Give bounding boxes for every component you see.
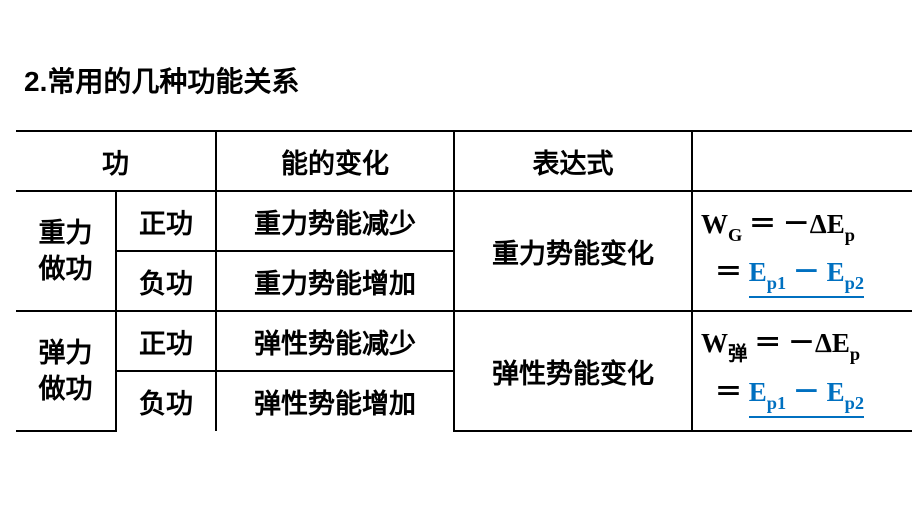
expr-blue-term: Ep1 － Ep2 — [749, 253, 864, 298]
expr-delta: ＝ －ΔE — [754, 328, 850, 358]
section-heading: 2.常用的几种功能关系 — [24, 60, 892, 100]
force-label-text: 弹力做功 — [39, 335, 93, 408]
ep2-sub: p2 — [845, 393, 864, 413]
expr-delta-sub: p — [850, 344, 860, 364]
neg-work: 负功 — [116, 371, 216, 431]
neg-effect: 弹性势能增加 — [216, 371, 454, 431]
header-work: 功 — [16, 131, 216, 191]
table-row: 弹力做功 正功 弹性势能减少 弹性势能变化 W弹 ＝ －ΔEp ＝ Ep1 － … — [16, 311, 912, 371]
expr-sub: G — [728, 225, 742, 245]
header-energy-change: 能的变化 — [216, 131, 454, 191]
header-expression: 表达式 — [454, 131, 692, 191]
work-energy-table: 功 能的变化 表达式 重力做功 正功 重力势能减少 重力势能变化 WG ＝ －Δ… — [16, 130, 912, 432]
expression-gravity: WG ＝ －ΔEp ＝ Ep1 － Ep2 — [692, 191, 912, 311]
pos-work: 正功 — [116, 191, 216, 251]
ep1: E — [749, 257, 767, 287]
expr-blue-term: Ep1 － Ep2 — [749, 373, 864, 418]
ep2: E — [827, 377, 845, 407]
table-row: 重力做功 正功 重力势能减少 重力势能变化 WG ＝ －ΔEp ＝ Ep1 － … — [16, 191, 912, 251]
expression-elastic: W弹 ＝ －ΔEp ＝ Ep1 － Ep2 — [692, 311, 912, 431]
pos-effect: 弹性势能减少 — [216, 311, 454, 371]
neg-effect: 重力势能增加 — [216, 251, 454, 311]
ep2: E — [827, 257, 845, 287]
change-label-gravity: 重力势能变化 — [454, 191, 692, 311]
force-label-elastic: 弹力做功 — [16, 311, 116, 431]
expr-eq: ＝ — [715, 377, 742, 407]
expr-sub: 弹 — [728, 343, 747, 365]
ep1-sub: p1 — [767, 393, 786, 413]
force-label-text: 重力做功 — [39, 215, 93, 288]
neg-work: 负功 — [116, 251, 216, 311]
change-label-elastic: 弹性势能变化 — [454, 311, 692, 431]
pos-work: 正功 — [116, 311, 216, 371]
ep1: E — [749, 377, 767, 407]
ep2-sub: p2 — [845, 273, 864, 293]
pos-effect: 重力势能减少 — [216, 191, 454, 251]
expr-delta-sub: p — [845, 225, 855, 245]
expr-delta: ＝ －ΔE — [749, 209, 845, 239]
minus: － — [793, 377, 820, 407]
ep1-sub: p1 — [767, 273, 786, 293]
header-col5 — [692, 131, 912, 191]
expr-eq: ＝ — [715, 257, 742, 287]
expr-sym: W — [701, 209, 728, 239]
table-header-row: 功 能的变化 表达式 — [16, 131, 912, 191]
force-label-gravity: 重力做功 — [16, 191, 116, 311]
expr-sym: W — [701, 328, 728, 358]
minus: － — [793, 257, 820, 287]
